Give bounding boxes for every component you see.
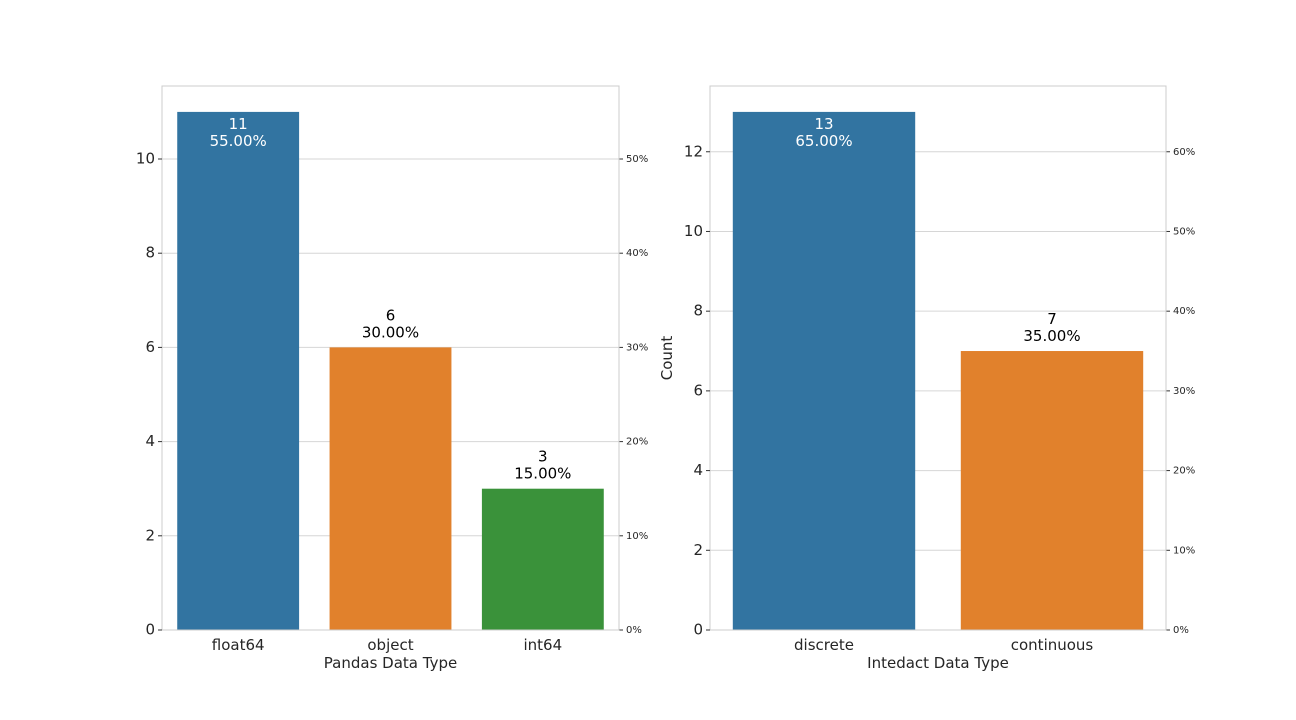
right-tick-label: 50% (626, 154, 648, 165)
axes-frame (709, 85, 1167, 631)
x-axis-title: Intedact Data Type (867, 654, 1009, 672)
bar-percent-label: 35.00% (1023, 327, 1080, 345)
left-tick-label: 0 (145, 621, 155, 639)
bar-percent-label: 15.00% (514, 465, 571, 483)
right-tick-label: 10% (1173, 545, 1195, 556)
right-tick-label: 50% (1173, 226, 1195, 237)
left-tick-label: 4 (145, 432, 155, 450)
bar-percent-label: 65.00% (795, 132, 852, 150)
bar-percent-label: 55.00% (210, 132, 267, 150)
bar-discrete (732, 111, 916, 630)
x-tick-label: continuous (1011, 636, 1094, 654)
right-tick-label: 0% (626, 625, 642, 636)
bar-count-label: 11 (229, 115, 248, 133)
x-tick-label: object (367, 636, 413, 654)
left-tick-label: 2 (693, 541, 703, 559)
pandas-dtype-chart: 0%10%20%30%40%50%1155.00%float64630.00%o… (136, 85, 648, 672)
left-tick-label: 0 (693, 621, 703, 639)
left-tick-label: 4 (693, 461, 703, 479)
left-tick-label: 8 (145, 244, 155, 262)
bar-count-label: 6 (386, 306, 396, 324)
right-tick-label: 0% (1173, 625, 1189, 636)
bar-percent-label: 30.00% (362, 323, 419, 341)
axes-frame (161, 85, 620, 631)
bar-count-label: 3 (538, 448, 548, 466)
left-tick-label: 8 (693, 302, 703, 320)
right-tick-label: 30% (626, 342, 648, 353)
bar-float64 (177, 111, 300, 630)
x-tick-label: int64 (524, 636, 563, 654)
right-tick-label: 20% (626, 437, 648, 448)
left-tick-label: 2 (145, 526, 155, 544)
bar-count-label: 7 (1047, 310, 1057, 328)
right-tick-label: 10% (626, 531, 648, 542)
left-tick-label: 10 (136, 150, 155, 168)
right-tick-label: 30% (1173, 386, 1195, 397)
y-axis-title: Count (658, 336, 676, 381)
right-tick-label: 60% (1173, 147, 1195, 158)
bar-object (329, 347, 452, 630)
x-tick-label: discrete (794, 636, 854, 654)
right-tick-label: 40% (1173, 306, 1195, 317)
left-tick-label: 10 (684, 222, 703, 240)
left-tick-label: 6 (145, 338, 155, 356)
left-tick-label: 12 (684, 142, 703, 160)
left-tick-label: 6 (693, 381, 703, 399)
right-tick-label: 40% (626, 248, 648, 259)
bar-count-label: 13 (814, 115, 833, 133)
x-axis-title: Pandas Data Type (324, 654, 457, 672)
x-tick-label: float64 (212, 636, 265, 654)
bar-int64 (481, 488, 604, 630)
right-tick-label: 20% (1173, 466, 1195, 477)
bar-continuous (960, 351, 1144, 630)
